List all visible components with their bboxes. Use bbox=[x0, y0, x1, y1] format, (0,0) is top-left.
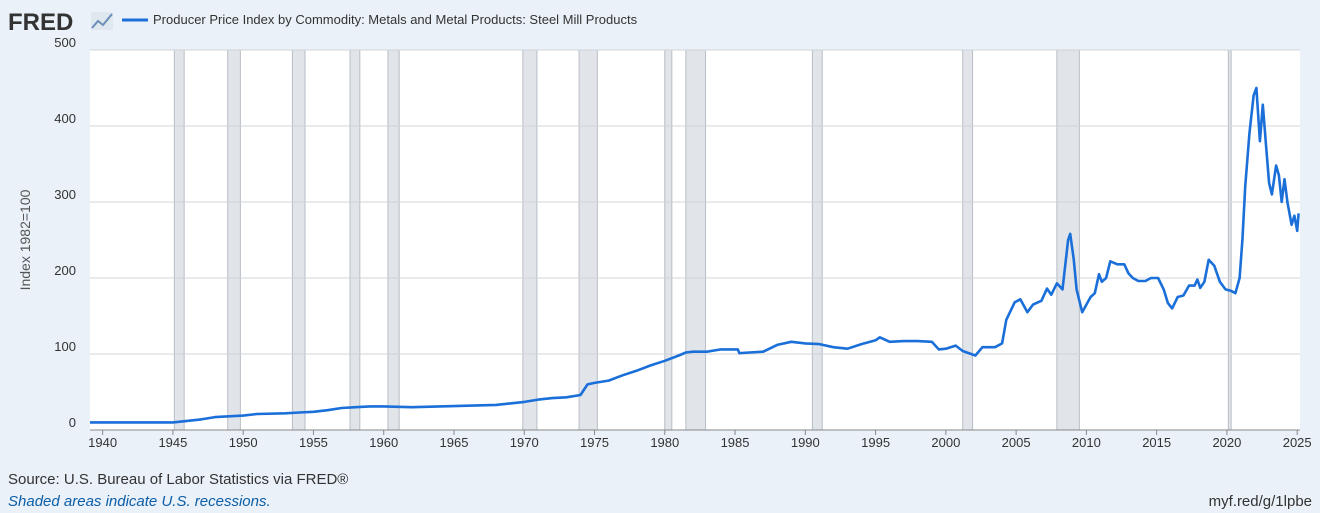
x-tick-label: 2010 bbox=[1072, 435, 1101, 450]
x-tick-label: 1950 bbox=[229, 435, 258, 450]
legend-label: Producer Price Index by Commodity: Metal… bbox=[153, 12, 638, 27]
y-tick-label: 0 bbox=[69, 415, 76, 430]
recession-band bbox=[522, 49, 538, 431]
recession-band bbox=[291, 49, 306, 431]
y-tick-label: 500 bbox=[54, 35, 76, 50]
x-tick-label: 1985 bbox=[721, 435, 750, 450]
logo-icon bbox=[91, 12, 113, 30]
x-tick-label: 1965 bbox=[440, 435, 469, 450]
recession-band bbox=[578, 49, 598, 431]
recession-band bbox=[227, 49, 241, 431]
recession-band bbox=[1227, 49, 1232, 431]
y-tick-label: 100 bbox=[54, 339, 76, 354]
x-tick-label: 1970 bbox=[510, 435, 539, 450]
x-tick-label: 2000 bbox=[931, 435, 960, 450]
source: Source: U.S. Bureau of Labor Statistics … bbox=[8, 471, 348, 488]
recession-band bbox=[962, 49, 974, 431]
x-tick-label: 1940 bbox=[88, 435, 117, 450]
recession-band bbox=[811, 49, 823, 431]
y-tick-label: 300 bbox=[54, 187, 76, 202]
logo: FRED bbox=[8, 9, 73, 36]
x-tick-label: 1960 bbox=[369, 435, 398, 450]
x-tick-label: 2005 bbox=[1002, 435, 1031, 450]
recession-band bbox=[173, 49, 185, 431]
x-tick-label: 1995 bbox=[861, 435, 890, 450]
recession-band bbox=[387, 49, 400, 431]
x-tick-label: 2020 bbox=[1212, 435, 1241, 450]
y-tick-label: 400 bbox=[54, 111, 76, 126]
recession-note: Shaded areas indicate U.S. recessions. bbox=[8, 493, 271, 510]
x-tick-label: 1975 bbox=[580, 435, 609, 450]
recession-band bbox=[664, 49, 673, 431]
y-tick-label: 200 bbox=[54, 263, 76, 278]
recession-band bbox=[349, 49, 361, 431]
x-tick-label: 2025 bbox=[1283, 435, 1312, 450]
y-axis-label: Index 1982=100 bbox=[17, 189, 33, 290]
x-tick-label: 1980 bbox=[650, 435, 679, 450]
recession-band bbox=[685, 49, 707, 431]
x-tick-label: 1990 bbox=[791, 435, 820, 450]
x-tick-label: 1945 bbox=[158, 435, 187, 450]
url: myf.red/g/1lpbe bbox=[1209, 493, 1312, 510]
line-series bbox=[90, 86, 1300, 424]
x-tick-label: 1955 bbox=[299, 435, 328, 450]
x-tick-label: 2015 bbox=[1142, 435, 1171, 450]
